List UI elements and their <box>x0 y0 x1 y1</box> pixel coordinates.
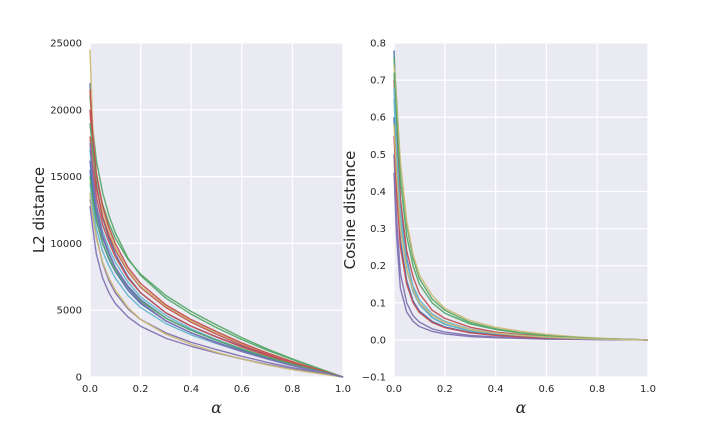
cosine-y-tick-label: −0.1 <box>362 373 386 384</box>
cosine-y-tick-label: 0.7 <box>370 76 386 87</box>
cosine-y-tick-label: 0.4 <box>370 187 386 198</box>
l2-y-axis-label: L2 distance <box>30 167 48 253</box>
cosine-x-tick-label: 0.2 <box>437 384 453 395</box>
l2-series-line-2 <box>89 96 344 378</box>
cosine-x-axis-label: α <box>516 398 527 417</box>
cosine-y-tick-label: 0.2 <box>370 261 386 272</box>
l2-x-axis-label: α <box>211 398 222 417</box>
l2-y-tick-label: 20000 <box>50 105 82 116</box>
cosine-series-line-12 <box>393 124 649 341</box>
cosine-x-tick-label: 0.4 <box>488 384 504 395</box>
l2-distance-chart: 0 5000 10000 15000 20000 25000 0.0 0.2 0.4 0.6 0.8… <box>30 39 351 418</box>
l2-series-line-14 <box>89 89 344 378</box>
l2-y-tick-label: 25000 <box>50 39 82 50</box>
l2-y-tick-label: 10000 <box>50 239 82 250</box>
cosine-y-axis-label: Cosine distance <box>341 151 359 270</box>
cosine-x-tick-label: 0.6 <box>538 384 554 395</box>
l2-series-line-11 <box>89 192 344 378</box>
cosine-x-tick-label: 1.0 <box>640 384 656 395</box>
l2-series-line-3 <box>89 109 344 378</box>
l2-plot-area <box>90 43 343 377</box>
cosine-y-tick-label: 0.0 <box>370 335 386 346</box>
cosine-x-tick-label: 0.0 <box>386 384 402 395</box>
l2-x-tick-label: 1.0 <box>335 384 351 395</box>
l2-y-tick-label: 15000 <box>50 172 82 183</box>
cosine-y-tick-label: 0.3 <box>370 224 386 235</box>
cosine-y-tick-label: 0.5 <box>370 150 386 161</box>
l2-x-tick-label: 0.8 <box>284 384 300 395</box>
cosine-y-tick-label: 0.8 <box>370 39 386 50</box>
l2-x-tick-label: 0.0 <box>82 384 98 395</box>
cosine-distance-chart: −0.10.00.10.20.30.40.50.60.70.80.0 0.2 0.4… <box>341 39 656 418</box>
cosine-x-tick-label: 0.8 <box>589 384 605 395</box>
cosine-series-group <box>393 50 649 341</box>
l2-y-tick-label: 0 <box>76 373 82 384</box>
l2-y-tick-label: 5000 <box>57 306 82 317</box>
l2-x-tick-label: 0.2 <box>133 384 149 395</box>
l2-series-group <box>89 49 344 378</box>
cosine-y-tick-label: 0.1 <box>370 298 386 309</box>
l2-series-line-16 <box>89 143 344 378</box>
l2-x-tick-label: 0.4 <box>183 384 199 395</box>
cosine-y-tick-label: 0.6 <box>370 113 386 124</box>
l2-series-line-15 <box>89 176 344 378</box>
l2-x-tick-label: 0.6 <box>234 384 250 395</box>
l2-series-line-9 <box>89 136 344 378</box>
cosine-plot-area <box>394 43 648 377</box>
